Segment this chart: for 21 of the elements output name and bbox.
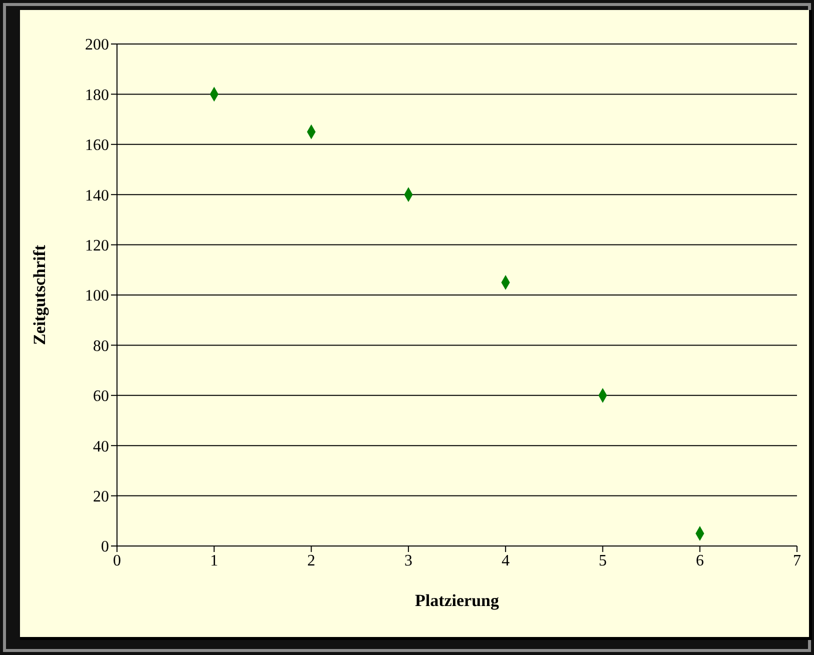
y-tick-label: 200 — [85, 36, 109, 54]
y-tick-label: 120 — [85, 237, 109, 254]
y-axis-title: Zeitgutschrift — [30, 244, 50, 346]
x-tick-label: 7 — [793, 552, 801, 570]
y-tick-label: 0 — [101, 538, 109, 556]
y-tick-label: 20 — [93, 488, 109, 506]
x-tick-label: 1 — [210, 552, 218, 570]
x-axis-title: Platzierung — [414, 591, 500, 610]
x-tick-label: 6 — [696, 552, 704, 570]
x-tick-label: 0 — [113, 552, 121, 570]
y-tick-label: 180 — [85, 86, 109, 104]
y-tick-label: 160 — [85, 137, 109, 154]
y-tick-label: 100 — [85, 288, 109, 305]
y-tick-label: 40 — [93, 438, 109, 456]
y-tick-label: 80 — [93, 338, 109, 355]
x-tick-label: 2 — [307, 552, 316, 570]
y-tick-label: 140 — [85, 187, 109, 204]
x-tick-label: 4 — [502, 552, 510, 570]
x-tick-label: 5 — [598, 552, 607, 570]
y-tick-label: 60 — [93, 388, 109, 406]
x-tick-label: 3 — [404, 552, 412, 570]
